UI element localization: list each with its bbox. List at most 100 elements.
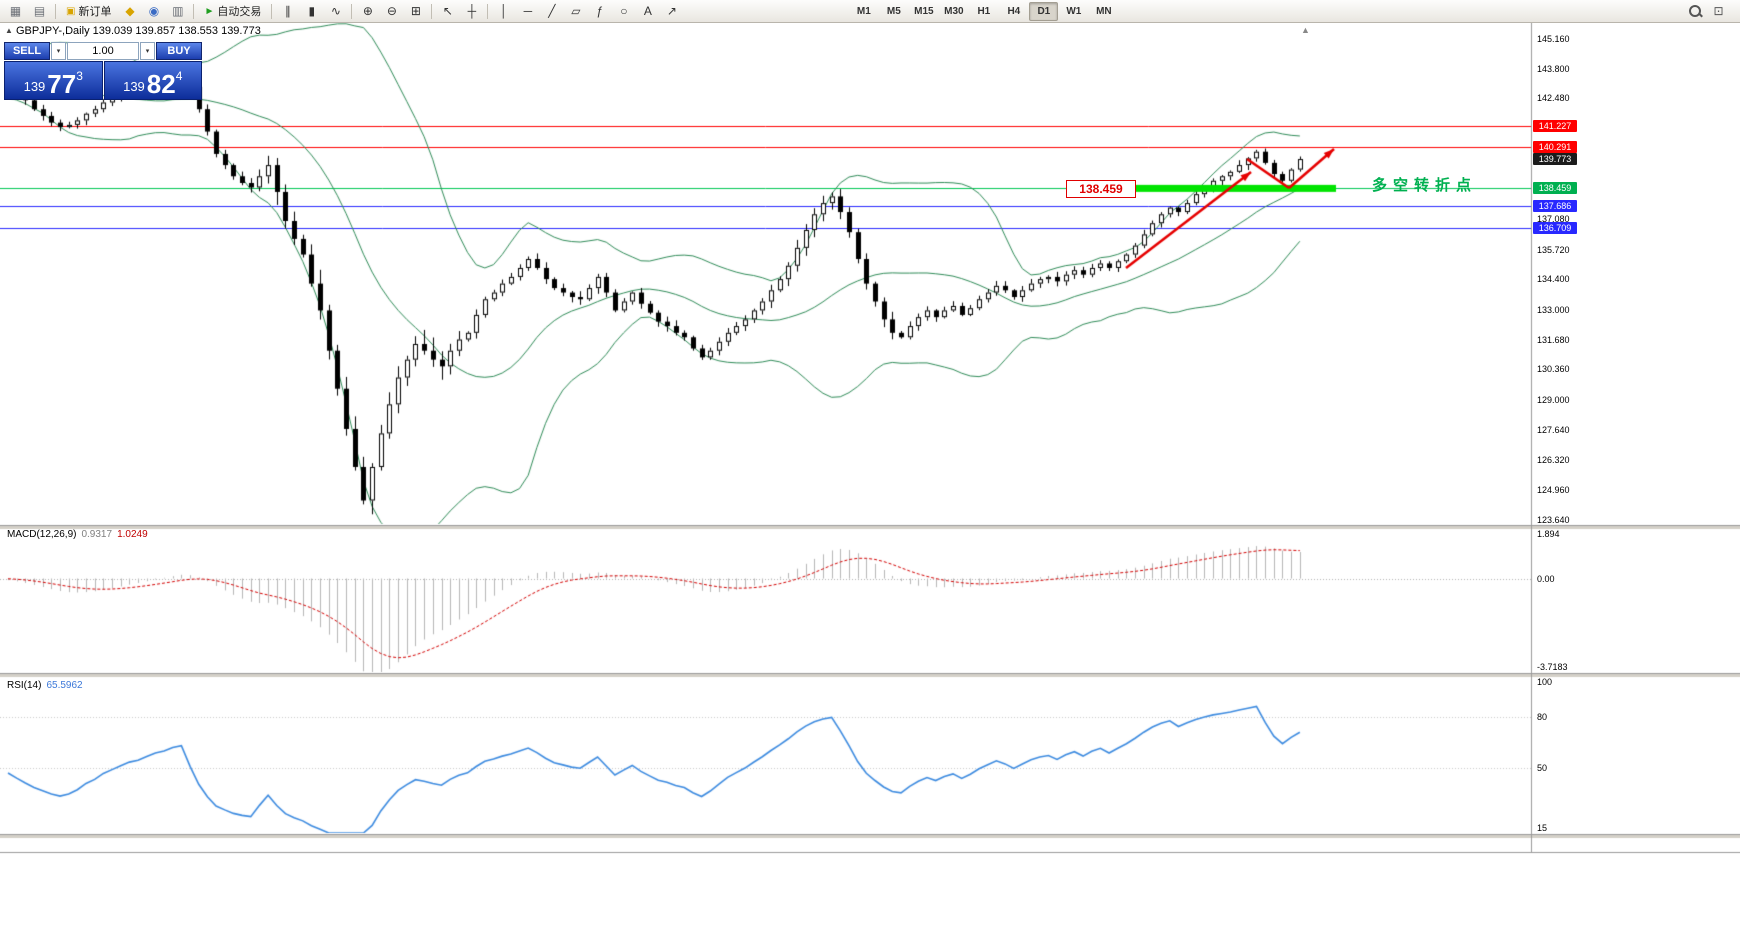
new-chart-icon[interactable]: ▦ bbox=[9, 4, 22, 18]
timeframe-m5[interactable]: M5 bbox=[886, 5, 901, 17]
timeframe-m1[interactable]: M1 bbox=[856, 5, 871, 17]
price-tag: 138.459 bbox=[1533, 182, 1577, 195]
buy-price-big: 82 bbox=[146, 69, 176, 99]
fibonacci-icon[interactable]: ƒ bbox=[596, 4, 604, 18]
timeframe-m15[interactable]: M15 bbox=[914, 5, 934, 17]
buy-price-sup: 4 bbox=[175, 69, 183, 83]
chart-ohlc-label: GBPJPY-,Daily 139.039 139.857 138.553 13… bbox=[16, 25, 261, 37]
crosshair-icon[interactable]: ┼ bbox=[467, 4, 477, 18]
market-watch-icon[interactable]: ◆ bbox=[125, 4, 135, 18]
data-window-icon[interactable]: ◉ bbox=[148, 4, 160, 18]
buy-dropdown[interactable]: ▾ bbox=[140, 42, 155, 60]
pivot-price-label[interactable]: 138.459 bbox=[1066, 180, 1136, 198]
timeframe-d1[interactable]: D1 bbox=[1029, 1, 1059, 21]
price-tag: 137.686 bbox=[1533, 199, 1577, 212]
timeframe-mn[interactable]: MN bbox=[1096, 5, 1112, 17]
price-tag: 139.773 bbox=[1533, 152, 1577, 165]
toolbar-separator bbox=[271, 3, 273, 19]
price-axis-label: 126.320 bbox=[1537, 454, 1570, 465]
sell-price-prefix: 139 bbox=[23, 79, 46, 94]
price-axis-label: 145.160 bbox=[1537, 33, 1570, 44]
trend-annotation-text[interactable]: 多空转折点 bbox=[1372, 177, 1478, 194]
toolbar-separator bbox=[193, 3, 195, 19]
price-axis-label: 123.640 bbox=[1537, 514, 1570, 525]
sell-button[interactable]: SELL bbox=[4, 42, 50, 60]
macd-indicator-label: MACD(12,26,9) 0.9317 1.0249 bbox=[7, 529, 148, 540]
sell-dropdown[interactable]: ▾ bbox=[51, 42, 66, 60]
zoom-out-icon[interactable]: ⊖ bbox=[386, 4, 397, 18]
price-axis-label: 131.680 bbox=[1537, 334, 1570, 345]
macd-signal-value: 1.0249 bbox=[117, 529, 148, 540]
bar-chart-icon[interactable]: ∥ bbox=[284, 4, 291, 18]
price-axis-label: 143.800 bbox=[1537, 63, 1570, 74]
collapse-triangle-icon[interactable]: ▲ bbox=[5, 26, 13, 35]
price-axis-label: 130.360 bbox=[1537, 364, 1570, 375]
sell-price-sup: 3 bbox=[76, 69, 83, 83]
price-axis-label: 127.640 bbox=[1537, 425, 1570, 436]
chevron-down-icon: ▾ bbox=[56, 48, 61, 55]
price-axis-label: 142.480 bbox=[1537, 93, 1570, 104]
layout-icon[interactable]: ⊡ bbox=[1713, 4, 1724, 18]
sell-price-display[interactable]: 139 77 3 bbox=[4, 61, 103, 100]
text-icon[interactable]: A bbox=[643, 4, 652, 18]
timeframe-m30[interactable]: M30 bbox=[944, 5, 964, 17]
new-order-button-label: 新订单 bbox=[78, 6, 112, 18]
macd-axis-label: -3.7183 bbox=[1537, 661, 1568, 672]
toolbar-separator bbox=[351, 3, 353, 19]
timeframe-w1[interactable]: W1 bbox=[1066, 5, 1082, 17]
rsi-indicator-label: RSI(14) 65.5962 bbox=[7, 680, 83, 691]
tile-windows-icon[interactable]: ⊞ bbox=[410, 4, 421, 18]
line-chart-icon[interactable]: ∿ bbox=[330, 4, 341, 18]
new-order-button[interactable]: ▣ 新订单 bbox=[60, 1, 117, 21]
scroll-up-icon[interactable]: ▲ bbox=[1301, 25, 1310, 35]
toolbar-separator bbox=[487, 3, 489, 19]
horizontal-line-icon[interactable]: ─ bbox=[523, 4, 533, 18]
autotrading-button-label: 自动交易 bbox=[217, 6, 262, 18]
vertical-line-icon[interactable]: │ bbox=[500, 4, 508, 18]
rsi-name: RSI(14) bbox=[7, 680, 42, 691]
volume-input[interactable] bbox=[67, 42, 139, 60]
macd-name: MACD(12,26,9) bbox=[7, 529, 77, 540]
toolbar: ▦ ▤ ▣ 新订单 ◆ ◉ ▥ ► 自动交易 ∥ ▮ ∿ ⊕ ⊖ ⊞ ↖ ┼ │ ─ ╱ ▱ ƒ ○ A ↗ M1 M5 M15 M30… bbox=[0, 0, 1740, 23]
autotrading-button[interactable]: ► 自动交易 bbox=[198, 1, 267, 21]
cursor-icon[interactable]: ↖ bbox=[442, 4, 453, 18]
buy-button[interactable]: BUY bbox=[156, 42, 202, 60]
terminal-icon[interactable]: ▥ bbox=[172, 4, 184, 18]
sell-price-big: 77 bbox=[47, 69, 77, 99]
price-axis-label: 137.080 bbox=[1537, 214, 1570, 225]
channel-icon[interactable]: ▱ bbox=[571, 4, 581, 18]
rsi-axis-label: 80 bbox=[1537, 711, 1548, 722]
rsi-axis-label: 15 bbox=[1537, 822, 1548, 833]
price-axis-label: 124.960 bbox=[1537, 485, 1570, 496]
price-axis-label: 134.400 bbox=[1537, 274, 1570, 285]
zoom-in-icon[interactable]: ⊕ bbox=[362, 4, 373, 18]
chevron-down-icon: ▾ bbox=[145, 48, 150, 55]
price-axis-label: 135.720 bbox=[1537, 244, 1570, 255]
macd-value: 0.9317 bbox=[81, 529, 113, 540]
macd-axis-label: 0.00 bbox=[1537, 573, 1555, 584]
toolbar-separator bbox=[431, 3, 433, 19]
search-icon[interactable] bbox=[1688, 4, 1703, 19]
timeframe-h4[interactable]: H4 bbox=[1007, 5, 1021, 17]
autotrading-icon: ► bbox=[204, 5, 215, 17]
timeframe-h1[interactable]: H1 bbox=[977, 5, 991, 17]
profiles-icon[interactable]: ▤ bbox=[33, 4, 46, 18]
toolbar-right-group: ⊡ bbox=[1688, 1, 1736, 21]
arrows-icon[interactable]: ↗ bbox=[666, 4, 677, 18]
price-tag: 136.709 bbox=[1533, 221, 1577, 234]
rsi-axis-label: 100 bbox=[1537, 677, 1553, 688]
timeframe-toolbar: M1 M5 M15 M30 H1 H4 D1 W1 MN bbox=[849, 1, 1118, 21]
rsi-axis-label: 50 bbox=[1537, 762, 1548, 773]
price-tag: 141.227 bbox=[1533, 120, 1577, 133]
shapes-icon[interactable]: ○ bbox=[620, 4, 628, 18]
buy-price-display[interactable]: 139 82 4 bbox=[103, 61, 202, 100]
toolbar-separator bbox=[55, 3, 56, 19]
price-axis-label: 133.000 bbox=[1537, 305, 1570, 316]
macd-axis-label: 1.894 bbox=[1537, 528, 1560, 539]
candlestick-icon[interactable]: ▮ bbox=[308, 4, 316, 18]
price-tag: 140.291 bbox=[1533, 141, 1577, 154]
trendline-icon[interactable]: ╱ bbox=[548, 4, 556, 18]
rsi-value: 65.5962 bbox=[46, 680, 83, 691]
